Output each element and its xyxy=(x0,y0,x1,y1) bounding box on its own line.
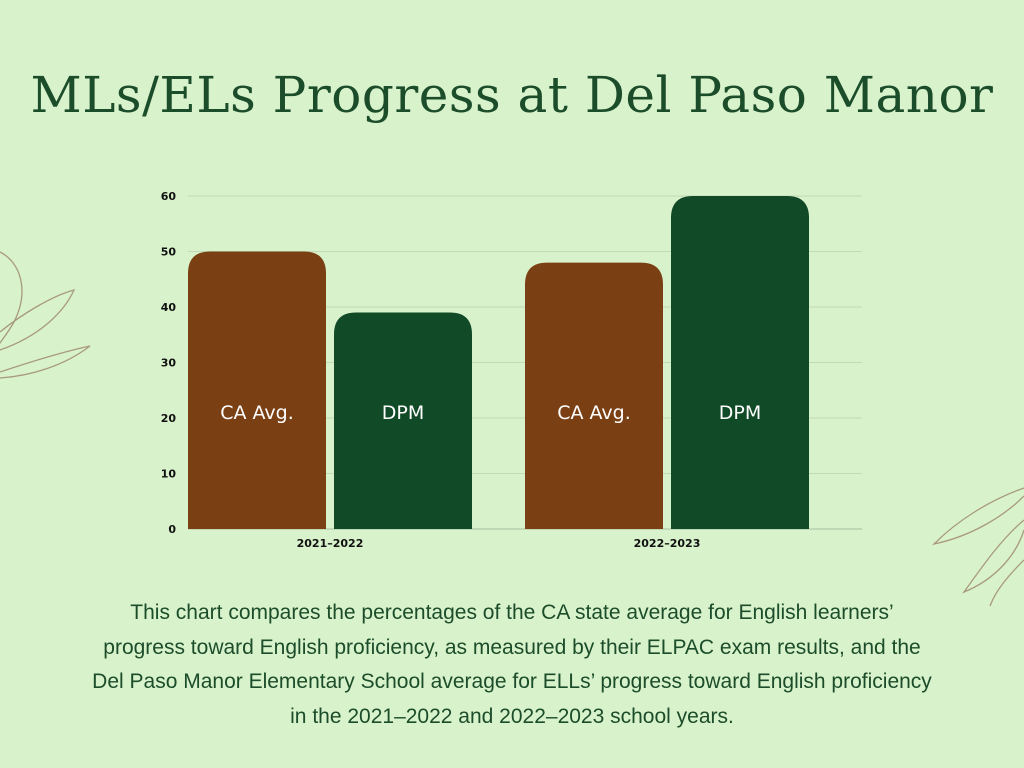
bar-label: CA Avg. xyxy=(220,402,294,424)
y-axis-ticks: 0 10 20 30 40 50 60 xyxy=(161,190,177,536)
y-tick-label: 40 xyxy=(161,301,177,314)
y-tick-label: 20 xyxy=(161,412,177,425)
bar-labels: CA Avg. DPM CA Avg. DPM xyxy=(220,402,761,424)
y-tick-label: 10 xyxy=(161,468,177,481)
y-tick-label: 60 xyxy=(161,190,177,203)
x-tick-label: 2021–2022 xyxy=(297,537,364,550)
bar-ca-avg-0 xyxy=(188,251,326,529)
bars xyxy=(188,196,809,529)
bar-chart: 0 10 20 30 40 50 60 CA Avg. DPM CA Avg. DPM 2021–… xyxy=(161,190,862,550)
bar-label: DPM xyxy=(382,402,424,424)
y-tick-label: 30 xyxy=(161,357,177,370)
page-title: MLs/ELs Progress at Del Paso Manor xyxy=(30,66,994,124)
bar-dpm-1 xyxy=(671,196,809,529)
chart-caption: This chart compares the percentages of t… xyxy=(92,601,932,728)
bar-dpm-0 xyxy=(334,312,472,529)
bar-label: DPM xyxy=(719,402,761,424)
bar-label: CA Avg. xyxy=(557,402,631,424)
x-tick-label: 2022–2023 xyxy=(634,537,701,550)
x-axis-ticks: 2021–2022 2022–2023 xyxy=(297,537,701,550)
bar-ca-avg-1 xyxy=(525,262,663,529)
y-tick-label: 0 xyxy=(168,523,176,536)
y-tick-label: 50 xyxy=(161,246,177,259)
